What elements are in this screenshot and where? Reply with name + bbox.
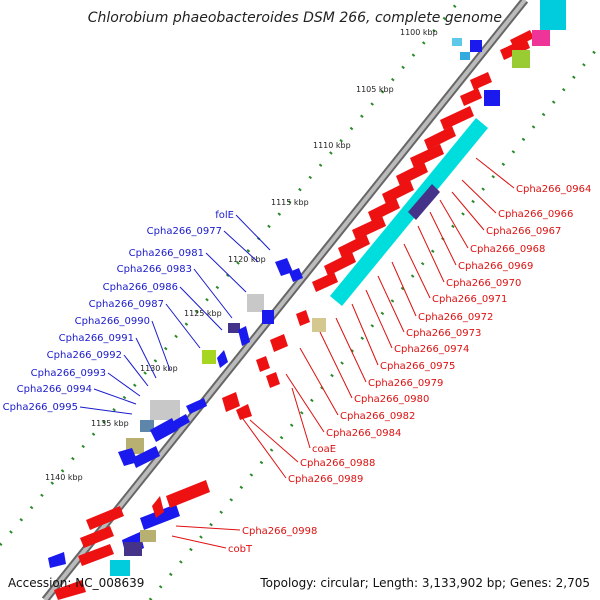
gene-feature: [228, 323, 240, 333]
gene-label: Cpha266_0993: [31, 368, 106, 379]
forward-strand-genes: [48, 38, 482, 568]
gene-feature: [289, 268, 303, 282]
gene-label: Cpha266_0973: [406, 328, 481, 339]
gene-feature: [275, 258, 293, 276]
gene-label: Cpha266_0969: [458, 261, 533, 272]
gene-label: Cpha266_0983: [117, 264, 192, 275]
gene-label: Cpha266_0972: [418, 312, 493, 323]
gene-feature: [124, 542, 142, 556]
gene-label: folE: [215, 210, 234, 221]
gene-feature: [312, 318, 326, 332]
gene-label: coaE: [312, 444, 336, 455]
accession-label: Accession:: [8, 576, 72, 590]
gene-label: Cpha266_0964: [516, 184, 591, 195]
gene-feature: [262, 310, 274, 324]
gene-feature: [512, 50, 530, 68]
gene-label: Cpha266_0981: [129, 248, 204, 259]
reverse-strand-genes: [54, 0, 566, 600]
gene-feature: [202, 350, 216, 364]
gene-feature: [247, 294, 264, 312]
accession-value: NC_008639: [75, 576, 145, 590]
gene-feature: [150, 400, 180, 420]
gene-label: Cpha266_0982: [340, 411, 415, 422]
gene-label: cobT: [228, 544, 253, 555]
tick-label: 1110 kbp: [313, 141, 351, 150]
gene-feature: [452, 38, 462, 46]
tick-label: 1115 kbp: [271, 198, 309, 207]
gene-label: Cpha266_0971: [432, 294, 507, 305]
gene-feature: [110, 560, 130, 576]
topology-info: Topology: circular; Length: 3,133,902 bp…: [260, 576, 590, 590]
gene-feature: [470, 40, 482, 52]
gene-feature: [217, 350, 228, 368]
gene-label: Cpha266_0986: [103, 282, 178, 293]
gene-feature: [532, 30, 550, 46]
scale-ticks: 1100 kbp 1105 kbp 1110 kbp 1115 kbp 1120…: [45, 28, 438, 482]
gene-label: Cpha266_0987: [89, 299, 164, 310]
gene-feature: [238, 326, 250, 346]
gene-label: Cpha266_0977: [147, 226, 222, 237]
gene-label: Cpha266_0979: [368, 378, 443, 389]
tick-label: 1135 kbp: [91, 419, 129, 428]
map-title: Chlorobium phaeobacteroides DSM 266, com…: [87, 10, 502, 26]
tick-label: 1100 kbp: [400, 28, 438, 37]
tick-label: 1125 kbp: [184, 309, 222, 318]
gene-feature: [48, 552, 66, 568]
gene-label: Cpha266_0967: [486, 226, 561, 237]
gene-feature: [118, 448, 138, 466]
gene-label: Cpha266_0974: [394, 344, 469, 355]
gene-feature: [140, 530, 156, 542]
gene-label: Cpha266_0991: [59, 333, 134, 344]
gene-label: Cpha266_0970: [446, 278, 521, 289]
accession-info: Accession: NC_008639: [8, 576, 144, 590]
gene-feature: [168, 414, 190, 432]
gene-label: Cpha266_0988: [300, 458, 375, 469]
gene-feature: [408, 184, 440, 220]
gene-label: Cpha266_0989: [288, 474, 363, 485]
gene-label: Cpha266_0966: [498, 209, 573, 220]
left-leader-lines: [79, 214, 271, 415]
gene-label: Cpha266_0980: [354, 394, 429, 405]
gene-label: Cpha266_0998: [242, 526, 317, 537]
gene-feature: [460, 52, 470, 60]
gene-label: Cpha266_0990: [75, 316, 150, 327]
gene-label: Cpha266_0995: [3, 402, 78, 413]
tick-track-outer: [0, 0, 462, 546]
gene-label: Cpha266_0992: [47, 350, 122, 361]
gene-feature: [140, 420, 154, 432]
tick-label: 1140 kbp: [45, 473, 83, 482]
gene-label: Cpha266_0994: [17, 384, 92, 395]
gene-feature: [540, 0, 566, 30]
gene-feature: [140, 504, 180, 530]
gene-label: Cpha266_0975: [380, 361, 455, 372]
right-leader-lines: [171, 157, 515, 549]
gene-label: Cpha266_0984: [326, 428, 401, 439]
tick-label: 1105 kbp: [356, 85, 394, 94]
right-gene-labels: Cpha266_0964 Cpha266_0966 Cpha266_0967 C…: [228, 184, 591, 555]
left-gene-labels: folE Cpha266_0977 Cpha266_0981 Cpha266_0…: [3, 210, 234, 413]
gene-feature: [132, 446, 160, 468]
tick-label: 1120 kbp: [228, 255, 266, 264]
gene-feature: [186, 398, 207, 414]
tick-track-inner: [148, 44, 600, 600]
gene-label: Cpha266_0968: [470, 244, 545, 255]
tick-label: 1130 kbp: [140, 364, 178, 373]
